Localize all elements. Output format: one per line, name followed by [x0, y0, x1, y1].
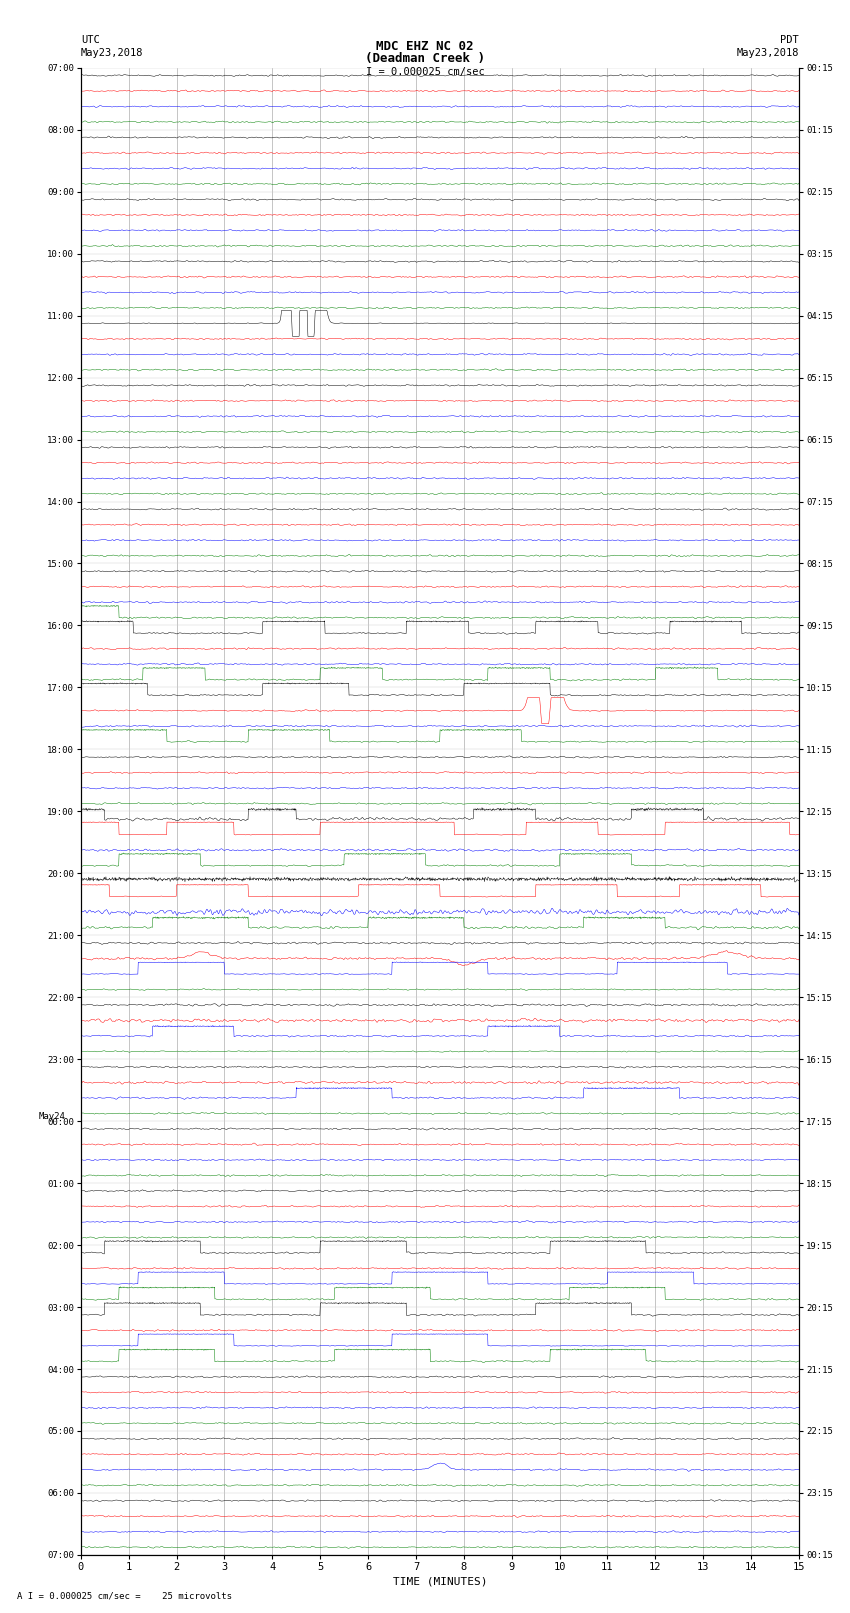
- Text: May23,2018: May23,2018: [81, 48, 144, 58]
- X-axis label: TIME (MINUTES): TIME (MINUTES): [393, 1576, 487, 1586]
- Text: MDC EHZ NC 02: MDC EHZ NC 02: [377, 40, 473, 53]
- Text: UTC: UTC: [81, 35, 99, 45]
- Text: May23,2018: May23,2018: [736, 48, 799, 58]
- Text: May24: May24: [39, 1113, 66, 1121]
- Text: A I = 0.000025 cm/sec =    25 microvolts: A I = 0.000025 cm/sec = 25 microvolts: [17, 1590, 232, 1600]
- Text: I = 0.000025 cm/sec: I = 0.000025 cm/sec: [366, 66, 484, 77]
- Text: PDT: PDT: [780, 35, 799, 45]
- Text: (Deadman Creek ): (Deadman Creek ): [365, 52, 485, 65]
